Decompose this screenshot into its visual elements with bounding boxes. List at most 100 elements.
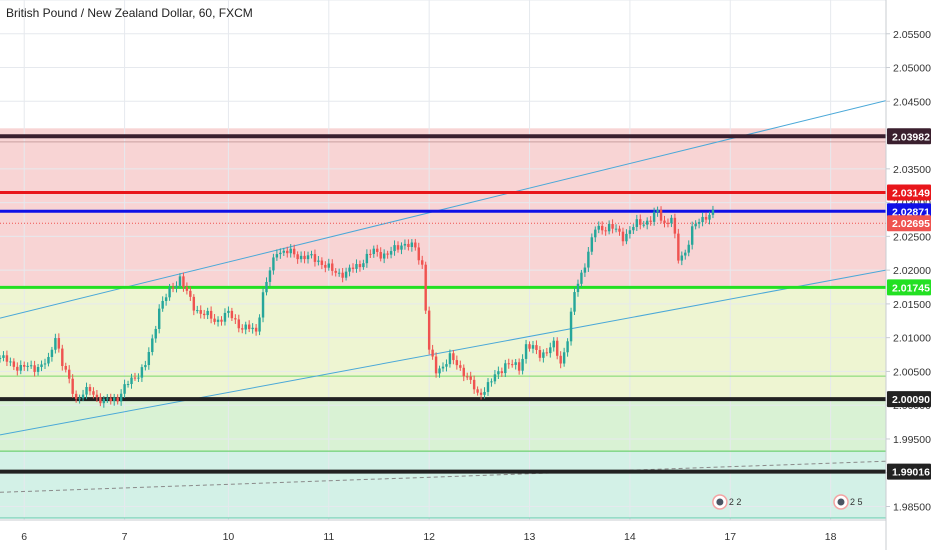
candle-up	[632, 226, 635, 231]
candle-up	[178, 276, 182, 286]
candle-down	[313, 254, 317, 262]
candle-up	[275, 254, 279, 258]
candle-down	[476, 389, 479, 393]
candle-down	[23, 365, 26, 367]
candle-up	[140, 367, 144, 378]
candle-up	[645, 220, 649, 225]
candle-up	[106, 398, 109, 400]
y-tick-label: 2.01500	[893, 299, 931, 311]
candle-down	[254, 327, 258, 332]
candle-up	[441, 366, 445, 369]
candle-down	[320, 260, 324, 265]
candle-up	[272, 257, 275, 271]
candle-down	[396, 245, 400, 250]
candle-up	[85, 386, 88, 395]
candle-down	[185, 287, 189, 291]
candle-down	[351, 267, 355, 269]
candle-down	[545, 352, 549, 354]
candle-up	[687, 244, 690, 253]
candle-up	[701, 216, 704, 223]
candle-down	[341, 272, 344, 278]
candle-down	[462, 367, 465, 377]
candle-down	[434, 356, 438, 374]
price-label-box	[887, 391, 931, 408]
price-label: 1.99016	[887, 463, 931, 480]
candle-up	[130, 377, 133, 385]
candle-down	[241, 328, 244, 330]
candle-down	[663, 220, 666, 223]
y-tick-label: 2.00500	[893, 366, 931, 378]
teal-zone	[0, 451, 886, 518]
candle-down	[209, 310, 213, 319]
candle-down	[427, 310, 431, 350]
candle-up	[362, 263, 365, 268]
price-label: 2.03982	[887, 128, 931, 145]
candle-down	[286, 250, 289, 254]
candle-up	[279, 252, 282, 255]
candle-down	[666, 222, 670, 224]
candle-up	[43, 363, 47, 365]
candle-up	[607, 224, 611, 232]
candle-up	[216, 319, 220, 322]
candle-up	[289, 248, 292, 254]
candle-down	[109, 398, 112, 401]
candle-up	[157, 308, 161, 329]
candle-up	[310, 254, 313, 256]
candle-up	[382, 253, 386, 259]
candle-down	[472, 379, 476, 390]
candle-down	[673, 217, 677, 234]
candle-down	[517, 362, 521, 371]
candle-up	[403, 243, 407, 246]
candle-down	[324, 264, 327, 268]
candle-down	[64, 366, 67, 370]
candle-up	[144, 365, 147, 368]
candle-up	[393, 245, 396, 252]
x-tick-label: 13	[524, 531, 536, 543]
price-label: 2.02695	[887, 215, 931, 232]
candle-down	[469, 376, 472, 380]
price-label-text: 2.02695	[892, 218, 930, 230]
candle-down	[455, 360, 459, 366]
candle-down	[68, 369, 71, 379]
candle-up	[521, 358, 524, 371]
candle-up	[549, 347, 552, 354]
price-label-box	[887, 128, 931, 145]
candle-down	[331, 263, 334, 271]
candle-down	[535, 345, 538, 351]
y-tick-label: 2.05000	[893, 63, 931, 75]
candle-up	[2, 355, 5, 358]
candle-down	[386, 253, 389, 255]
candle-up	[597, 225, 600, 230]
price-label: 2.03149	[887, 184, 931, 201]
trendline	[0, 269, 886, 436]
candle-up	[29, 365, 33, 367]
candle-down	[555, 340, 559, 356]
candle-down	[507, 363, 510, 365]
candle-down	[538, 350, 542, 358]
candle-down	[334, 270, 337, 273]
candle-down	[92, 391, 95, 395]
candle-up	[306, 255, 310, 260]
candle-up	[244, 324, 247, 330]
x-tick-label: 11	[323, 531, 334, 543]
candle-up	[625, 233, 628, 242]
candle-down	[407, 243, 410, 247]
candle-up	[445, 364, 448, 367]
candle-up	[576, 283, 580, 293]
x-tick-label: 12	[423, 531, 435, 543]
candle-down	[431, 349, 434, 357]
candle-up	[327, 263, 331, 268]
y-tick-label: 2.02500	[893, 231, 931, 243]
candle-down	[511, 364, 514, 366]
price-label-box	[887, 279, 931, 296]
candle-up	[268, 270, 272, 282]
candle-down	[417, 247, 420, 261]
candle-down	[424, 264, 427, 311]
candle-up	[54, 338, 57, 350]
candle-up	[123, 384, 126, 394]
candle-down	[71, 378, 74, 394]
candle-up	[493, 374, 497, 382]
candle-down	[421, 260, 424, 265]
